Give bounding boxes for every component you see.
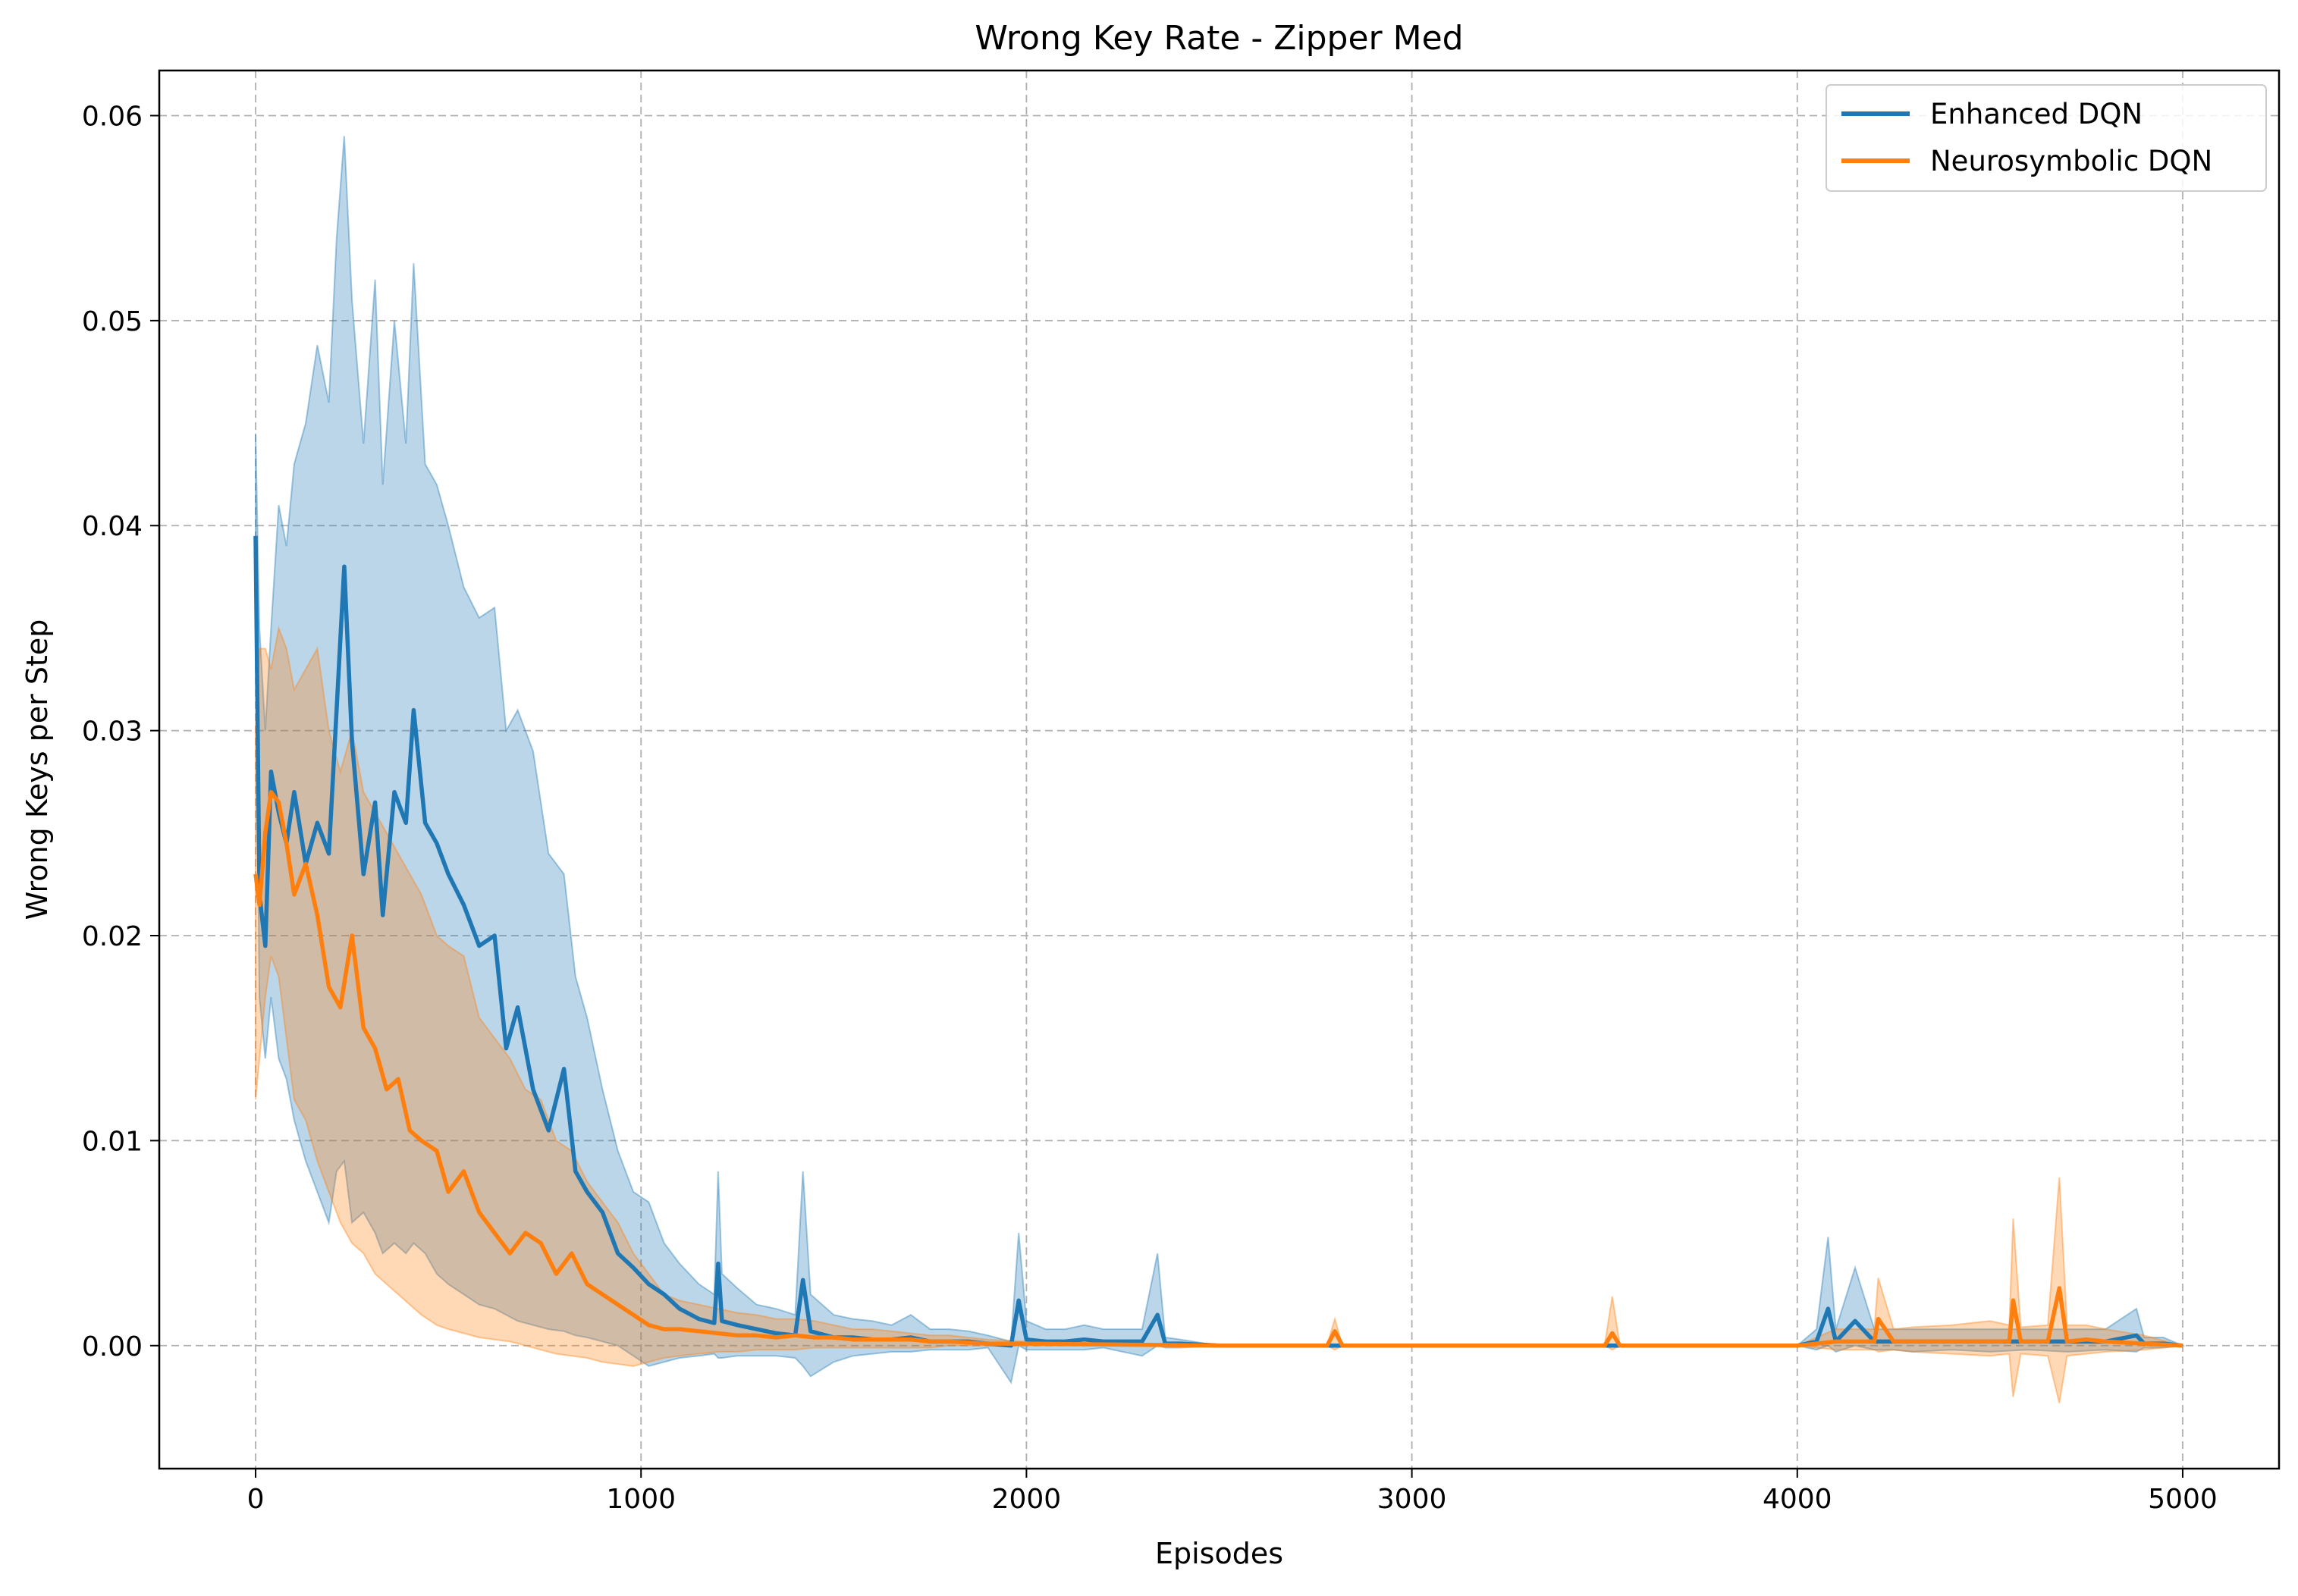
x-tick-label: 3000 — [1377, 1484, 1447, 1515]
x-tick-label: 5000 — [2148, 1484, 2218, 1515]
legend-label-enhanced-dqn: Enhanced DQN — [1930, 98, 2143, 130]
y-tick-label: 0.01 — [82, 1126, 143, 1157]
x-tick-label: 2000 — [992, 1484, 1062, 1515]
series-lines — [253, 535, 2183, 1348]
x-tick-label: 1000 — [606, 1484, 676, 1515]
x-tick-label: 0 — [247, 1484, 265, 1515]
y-tick-label: 0.00 — [82, 1331, 143, 1362]
axis-ticks: 0 1000 2000 3000 4000 5000 0.00 0.01 0.02 0.03 0.0… — [82, 101, 2218, 1515]
y-tick-label: 0.04 — [82, 511, 143, 542]
chart-title: Wrong Key Rate - Zipper Med — [975, 19, 1463, 58]
band-neurosymbolic-dqn — [255, 625, 2183, 1403]
plot-area-frame — [158, 69, 2281, 1470]
x-axis-label: Episodes — [1155, 1537, 1283, 1570]
legend-box — [1826, 84, 2267, 192]
x-tick-label: 4000 — [1763, 1484, 1832, 1515]
line-neurosymbolic-dqn — [253, 789, 2183, 1348]
y-axis-label: Wrong Keys per Step — [20, 619, 54, 920]
legend-label-neurosymbolic-dqn: Neurosymbolic DQN — [1930, 145, 2212, 177]
y-tick-label: 0.03 — [82, 716, 143, 748]
line-enhanced-dqn — [253, 535, 2183, 1348]
grid — [159, 71, 2279, 1469]
legend: Enhanced DQN Neurosymbolic DQN — [1826, 84, 2267, 192]
y-tick-label: 0.05 — [82, 306, 143, 337]
y-tick-label: 0.02 — [82, 921, 143, 952]
y-tick-label: 0.06 — [82, 101, 143, 132]
